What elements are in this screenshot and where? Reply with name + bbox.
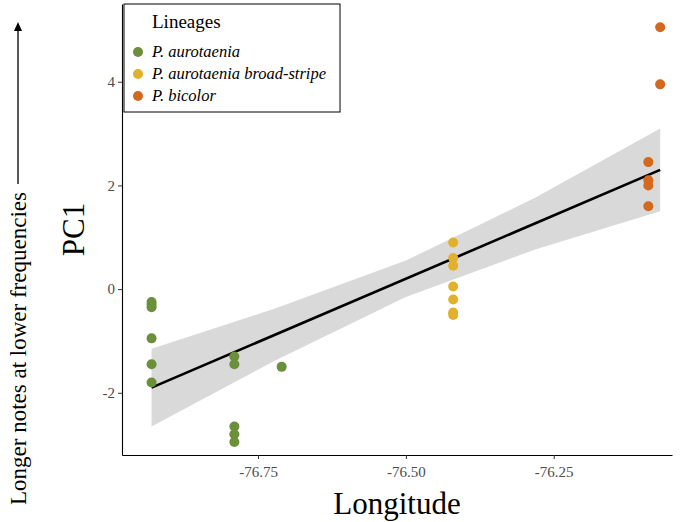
- point: [643, 180, 653, 190]
- tick: -76.75: [239, 455, 278, 480]
- point: [643, 201, 653, 211]
- tick-mark: [554, 455, 555, 459]
- tick: 0: [108, 281, 123, 297]
- point: [643, 157, 653, 167]
- legend-label: P. bicolor: [151, 86, 216, 105]
- annotation: Longer notes at lower frequencies: [6, 192, 31, 505]
- legend-label: P. aurotaenia: [151, 42, 240, 61]
- x-axis: -76.75 -76.50 -76.25: [123, 455, 673, 480]
- legend-box: [124, 4, 340, 112]
- annotation-arrow: [17, 28, 18, 184]
- point: [448, 237, 458, 247]
- point: [655, 22, 665, 32]
- axis-line: [123, 455, 673, 456]
- confidence-band: [152, 128, 661, 426]
- tick: -76.50: [387, 455, 426, 480]
- legend-title: Lineages: [152, 11, 221, 32]
- tick: 4: [108, 74, 123, 90]
- tick-label: 0: [108, 281, 116, 297]
- regression-line: [152, 170, 661, 388]
- point: [229, 437, 239, 447]
- tick-mark: [258, 455, 259, 459]
- annotation-arrowhead: [14, 22, 22, 31]
- x-axis-title: Longitude: [333, 486, 460, 521]
- tick-label: -76.75: [239, 464, 278, 480]
- y-axis-title: PC1: [56, 203, 91, 256]
- legend-symbol: [133, 91, 143, 101]
- tick: -2: [103, 385, 123, 401]
- series-points: [147, 297, 287, 447]
- tick: 2: [108, 178, 123, 194]
- legend-item: P. aurotaenia: [133, 42, 240, 61]
- point: [229, 359, 239, 369]
- y-axis: -2 0 2 4: [103, 5, 123, 456]
- tick-mark: [406, 455, 407, 459]
- legend-item: P. bicolor: [133, 86, 216, 105]
- legend-symbol: [133, 69, 143, 79]
- tick-mark: [118, 185, 122, 186]
- tick-label: 2: [108, 178, 116, 194]
- point: [147, 359, 157, 369]
- series-points: [448, 237, 458, 320]
- point: [448, 261, 458, 271]
- tick-label: -76.50: [387, 464, 426, 480]
- tick-mark: [118, 82, 122, 83]
- tick-mark: [118, 393, 122, 394]
- legend-item: P. aurotaenia broad-stripe: [133, 64, 326, 83]
- point: [448, 310, 458, 320]
- tick: -76.25: [535, 455, 574, 480]
- series-points: [643, 22, 665, 211]
- point: [147, 302, 157, 312]
- tick-label: -76.25: [535, 464, 574, 480]
- tick-mark: [118, 289, 122, 290]
- point: [147, 377, 157, 387]
- legend-symbol: [133, 47, 143, 57]
- legend-label: P. aurotaenia broad-stripe: [151, 64, 326, 83]
- point: [277, 362, 287, 372]
- point: [147, 333, 157, 343]
- axis-line: [122, 5, 123, 456]
- point: [448, 294, 458, 304]
- tick-label: -2: [103, 385, 116, 401]
- tick-label: 4: [108, 74, 116, 90]
- legend: Lineages P. aurotaenia P. aurotaenia broad…: [124, 4, 340, 112]
- point: [655, 79, 665, 89]
- point: [448, 282, 458, 292]
- chart: -76.75 -76.50 -76.25 -2 0 2 4 Longitude PC1 Longe…: [0, 0, 685, 522]
